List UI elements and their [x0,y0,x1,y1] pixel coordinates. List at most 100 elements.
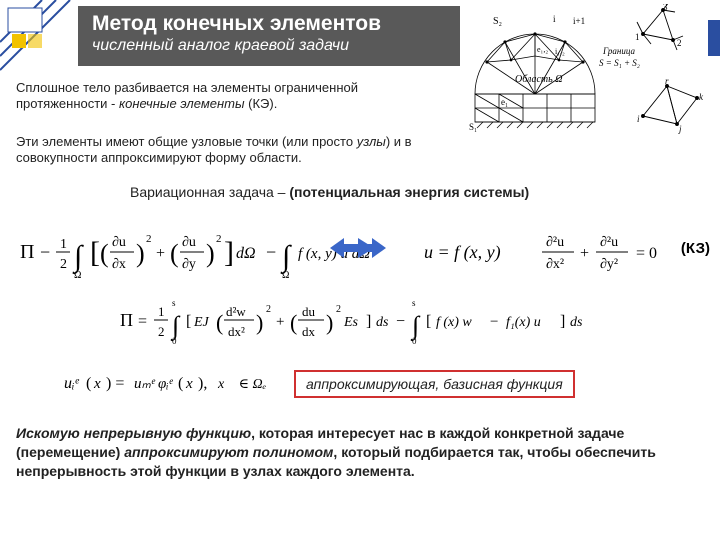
svg-text:−: − [40,242,50,262]
svg-text:S₁: S₁ [469,122,477,132]
slide-header: Метод конечных элементов численный анало… [78,6,460,66]
svg-text:+: + [580,245,589,262]
svg-text:Es: Es [343,315,359,330]
svg-text:x⃗ ∈ Ωₑ: x⃗ ∈ Ωₑ [217,377,267,392]
slide-title: Метод конечных элементов [92,12,446,35]
svg-text:∂u: ∂u [182,235,196,250]
svg-text:Область Ω: Область Ω [515,74,562,85]
svg-text:2: 2 [146,233,152,245]
svg-text:S₂: S₂ [493,16,502,27]
variational-label: Вариационная задача – (потенциальная эне… [130,184,529,200]
svg-text:2: 2 [266,304,271,315]
svg-text:∂u: ∂u [112,235,126,250]
svg-text:[: [ [426,313,431,330]
svg-text:) =: ) = [106,375,124,392]
svg-text:i: i [553,14,556,24]
svg-text:=: = [138,313,147,330]
svg-text:s: s [172,298,176,308]
svg-text:2: 2 [677,38,682,48]
svg-text:uₘᵉ: uₘᵉ [134,376,156,392]
svg-text:EJ: EJ [193,315,210,330]
svg-text:1: 1 [635,32,640,42]
svg-text:): ) [206,239,215,268]
svg-text:dx²: dx² [228,324,245,339]
svg-text:dΩ: dΩ [236,245,256,262]
svg-text:∂y: ∂y [182,257,196,272]
svg-text:0: 0 [412,336,417,346]
svg-text:f₁(x) u: f₁(x) u [506,315,541,330]
svg-text:2: 2 [336,304,341,315]
svg-text:dx: dx [302,324,316,339]
svg-text:u = f (x, y): u = f (x, y) [424,242,501,263]
svg-text:∂y²: ∂y² [600,257,618,272]
svg-text:1: 1 [158,304,165,319]
svg-text:(: ( [86,375,91,392]
svg-text:∂²u: ∂²u [600,235,618,250]
svg-text:∂x²: ∂x² [546,257,564,272]
svg-text:2: 2 [158,324,165,339]
side-tab [708,20,720,56]
svg-text:ds: ds [570,315,583,330]
svg-text:(: ( [290,310,297,335]
svg-text:f (x) w: f (x) w [436,315,472,330]
svg-text:(: ( [170,239,179,268]
kz-label: (КЗ) [681,240,710,257]
svg-text:−: − [396,313,405,330]
svg-text:Π: Π [120,310,133,330]
equation-row-beam: Π = 1 2 ∫ s 0 [ EJ ( d²w dx² ) 2 + ( du … [120,296,600,346]
svg-text:Ω: Ω [282,270,289,281]
basis-equation: uᵢᵉ ( x⃗ ) = uₘᵉ φᵢᵉ ( x⃗ ), x⃗ ∈ Ωₑ [60,366,280,400]
svg-text:(: ( [216,310,223,335]
svg-text:i₁,₂: i₁,₂ [555,47,565,56]
svg-text:∂x: ∂x [112,257,126,272]
svg-text:= 0: = 0 [636,245,657,262]
svg-text:2: 2 [216,233,222,245]
svg-text:du: du [302,304,316,319]
svg-text:0: 0 [172,336,177,346]
svg-text:i+1: i+1 [573,16,585,26]
svg-text:Граница: Граница [602,46,635,56]
svg-text:r: r [665,76,669,86]
svg-text:s: s [412,298,416,308]
bottom-paragraph: Искомую непрерывную функцию, которая инт… [16,424,696,481]
svg-text:+: + [276,314,284,330]
svg-text:d²w: d²w [226,304,246,319]
svg-text:): ) [136,239,145,268]
intro-paragraph-2: Эти элементы имеют общие узловые точки (… [16,134,444,167]
slide-subtitle: численный аналог краевой задачи [92,37,446,55]
svg-text:Π: Π [20,241,34,263]
svg-text:2: 2 [60,257,67,272]
intro-paragraph-1: Сплошное тело разбивается на элементы ог… [16,80,444,113]
svg-text:uᵢᵉ: uᵢᵉ [64,375,80,392]
svg-text:ds: ds [376,315,389,330]
svg-text:∂²u: ∂²u [546,235,564,250]
basis-function-row: uᵢᵉ ( x⃗ ) = uₘᵉ φᵢᵉ ( x⃗ ), x⃗ ∈ Ωₑ апп… [60,366,660,400]
svg-text:−: − [490,314,498,330]
svg-text:]: ] [560,313,565,330]
svg-text:φᵢᵉ: φᵢᵉ [158,376,174,392]
svg-text:−: − [266,242,276,262]
fem-diagram: S₂ i i+1 e₁,₂ i₁,₂ Область Ω e₁ S₁ Грани… [465,4,705,142]
svg-text:): ) [326,310,333,335]
svg-text:S = S₁ + S₂: S = S₁ + S₂ [599,58,640,68]
svg-text:(: ( [178,375,183,392]
svg-text:[: [ [90,236,100,269]
basis-function-label: аппроксимирующая, базисная функция [294,370,575,398]
svg-text:[: [ [186,313,191,330]
svg-text:j: j [678,124,682,134]
svg-text:e₁,₂: e₁,₂ [537,45,548,54]
svg-text:(: ( [100,239,109,268]
svg-text:e₁: e₁ [501,97,508,107]
corner-decoration [0,0,90,90]
svg-text:3: 3 [663,4,668,12]
svg-text:),: ), [198,375,207,392]
svg-text:]: ] [366,313,371,330]
svg-text:]: ] [224,236,234,269]
svg-text:Ω: Ω [74,270,81,281]
svg-text:1: 1 [60,237,67,252]
svg-text:i: i [637,114,640,124]
svg-text:): ) [256,310,263,335]
svg-text:k: k [699,92,704,102]
svg-text:+: + [156,245,165,262]
biimplication-arrow-icon [330,236,386,260]
